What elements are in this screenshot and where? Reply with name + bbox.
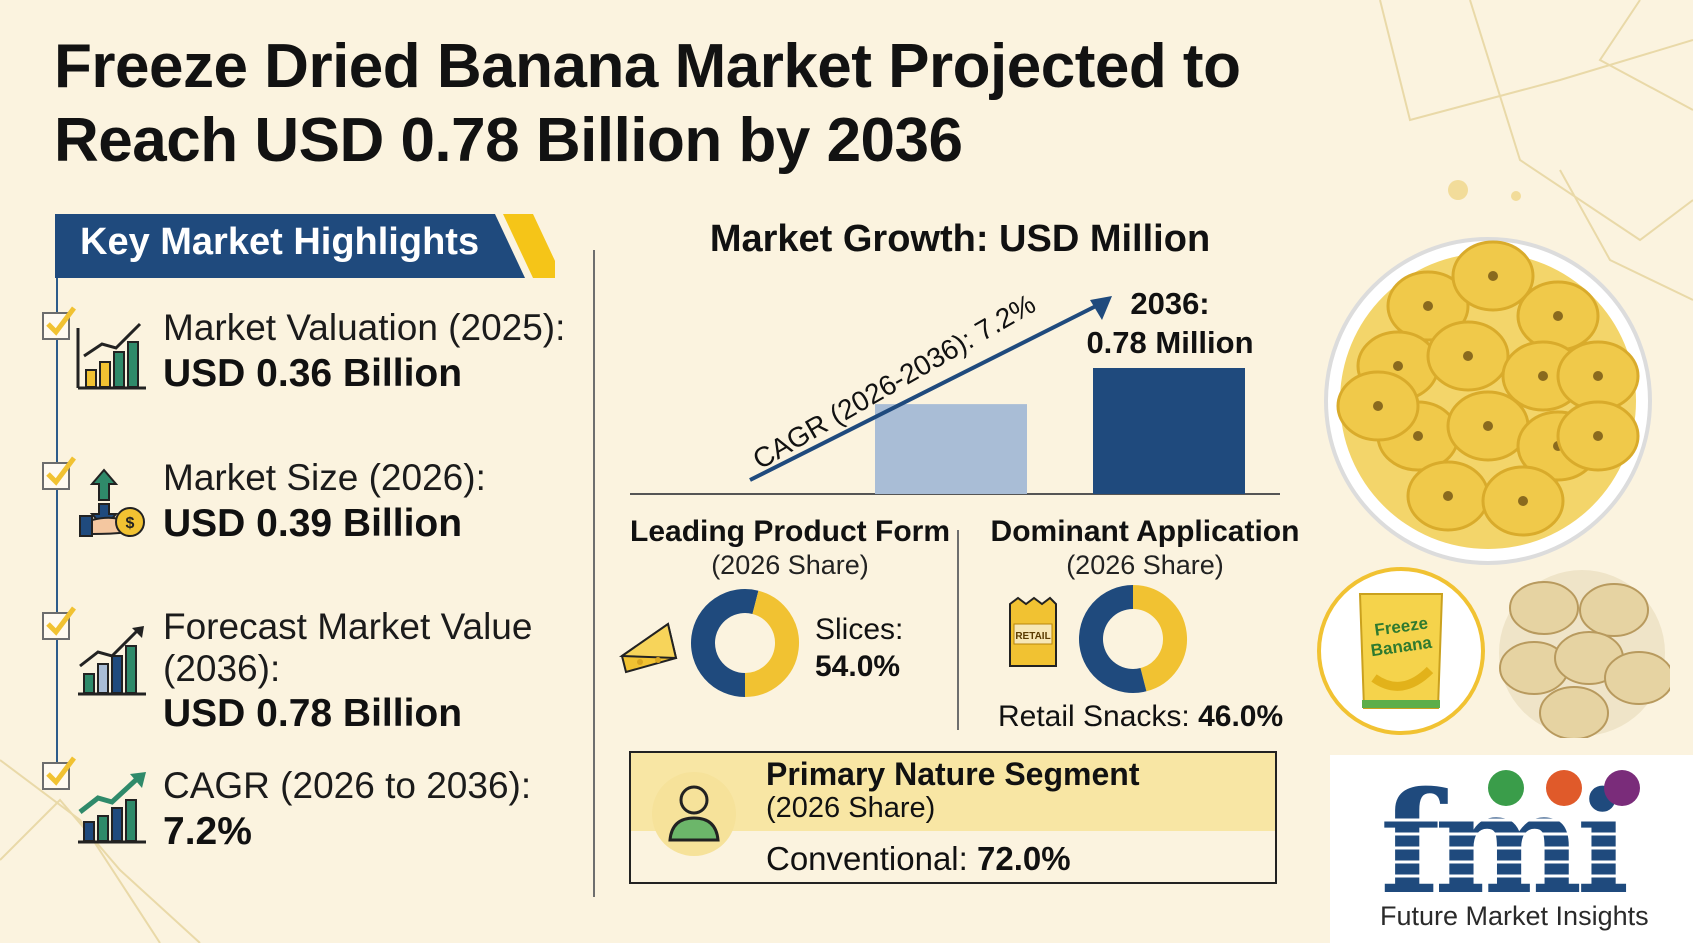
banana-chip-seed [1393,361,1403,371]
nature-value: 72.0% [976,840,1071,877]
banana-chip-seed [1538,371,1548,381]
timeline-line [56,278,58,783]
banana-chip-seed [1443,491,1453,501]
column-divider [593,250,595,897]
nature-label: Conventional: [766,840,968,877]
nature-subheading: (2026 Share) [766,792,936,824]
check-mark-icon [46,456,76,486]
globe-asia-icon [1604,770,1640,806]
product-form-label: Slices: [815,613,904,646]
page-title: Freeze Dried Banana Market Projected to … [54,30,1374,178]
donut-slice [1079,585,1147,693]
banana-chip-seed [1463,351,1473,361]
banana-chip-seed [1593,371,1603,381]
banana-chip-seed [1413,431,1423,441]
banana-chip-seed [1593,431,1603,441]
growth-bar-chart: CAGR (2026-2036): 7.2% [630,288,1280,495]
banana-chip-seed [1488,271,1498,281]
highlight-3-label-line-1: Forecast Market Value [163,606,533,647]
banana-chip-seed [1423,301,1433,311]
bar-data-label-year: 2036: [1130,286,1210,321]
check-mark-icon [46,756,76,786]
highlights-banner-label: Key Market Highlights [80,221,480,263]
banana-chip-seed [1373,401,1383,411]
highlight-3-label-line-2: (2036): [163,648,281,689]
application-label-row: Retail Snacks: 46.0% [998,700,1283,734]
highlight-3-value: USD 0.78 Billion [163,692,463,735]
product-form-heading: Leading Product Form [630,515,951,548]
nature-value-row: Conventional: 72.0% [766,840,1071,878]
application-donut [1079,585,1187,693]
check-mark-icon [46,606,76,636]
bar-2026 [875,404,1027,494]
svg-text:$: $ [126,515,135,532]
dried-banana-chips-image [1499,570,1670,738]
banana-chips-bowl-image [1324,237,1652,565]
bar-data-label-value: 0.78 Million [1086,325,1254,360]
highlight-4-value: 7.2% [163,810,252,853]
growth-chart-title: Market Growth: USD Million [709,218,1211,260]
freeze-banana-package-image: Freeze Banana [1317,567,1485,735]
dried-chip [1509,581,1579,635]
trend-up-icon [78,772,146,844]
cagr-arrow-head [1090,296,1112,320]
bar-chart-icon [76,322,146,390]
bar-2036 [1093,368,1245,494]
highlight-1-label: Market Valuation (2025): [163,307,566,348]
dried-chip [1579,583,1649,637]
donut-slice [1132,585,1187,692]
donut-slice [744,590,799,697]
banana-chip-seed [1518,496,1528,506]
application-heading: Dominant Application [990,515,1300,548]
nature-heading: Primary Nature Segment [766,756,1140,792]
highlight-2-value: USD 0.39 Billion [163,502,463,545]
highlights-banner [55,214,555,278]
growth-chart-icon [78,626,146,696]
cheese-slice-icon [618,622,678,674]
title-line-2: Reach USD 0.78 Billion by 2036 [54,106,963,175]
globe-europe-icon [1546,770,1582,806]
check-mark-icon [46,306,76,336]
donut-slice [691,589,759,697]
application-subheading: (2026 Share) [1066,550,1224,580]
section-divider [957,530,959,730]
highlight-4-label: CAGR (2026 to 2036): [163,765,532,806]
dried-chip [1604,651,1670,705]
title-line-1: Freeze Dried Banana Market Projected to [54,32,1241,101]
product-form-value: 54.0% [815,650,901,683]
highlight-2-label: Market Size (2026): [163,457,486,498]
product-form-subheading: (2026 Share) [711,550,869,580]
cagr-arrow [749,302,1101,482]
banana-chip-seed [1553,311,1563,321]
fmi-logo: fmi [1380,768,1670,898]
application-value: 46.0% [1198,700,1284,733]
money-hand-icon: $ [79,468,145,537]
snack-bag-label: RETAIL [1015,631,1050,642]
banana-chip-seed [1483,421,1493,431]
highlight-1-value: USD 0.36 Billion [163,352,463,395]
globe-americas-icon [1488,770,1524,806]
brand-name: Future Market Insights [1380,901,1649,931]
nature-segment-header-bg [631,753,1275,831]
person-icon [652,772,736,856]
snack-bag-icon: RETAIL [1009,596,1057,667]
product-form-donut [691,589,799,697]
application-label: Retail Snacks: [998,700,1190,733]
dried-chip [1539,686,1609,738]
